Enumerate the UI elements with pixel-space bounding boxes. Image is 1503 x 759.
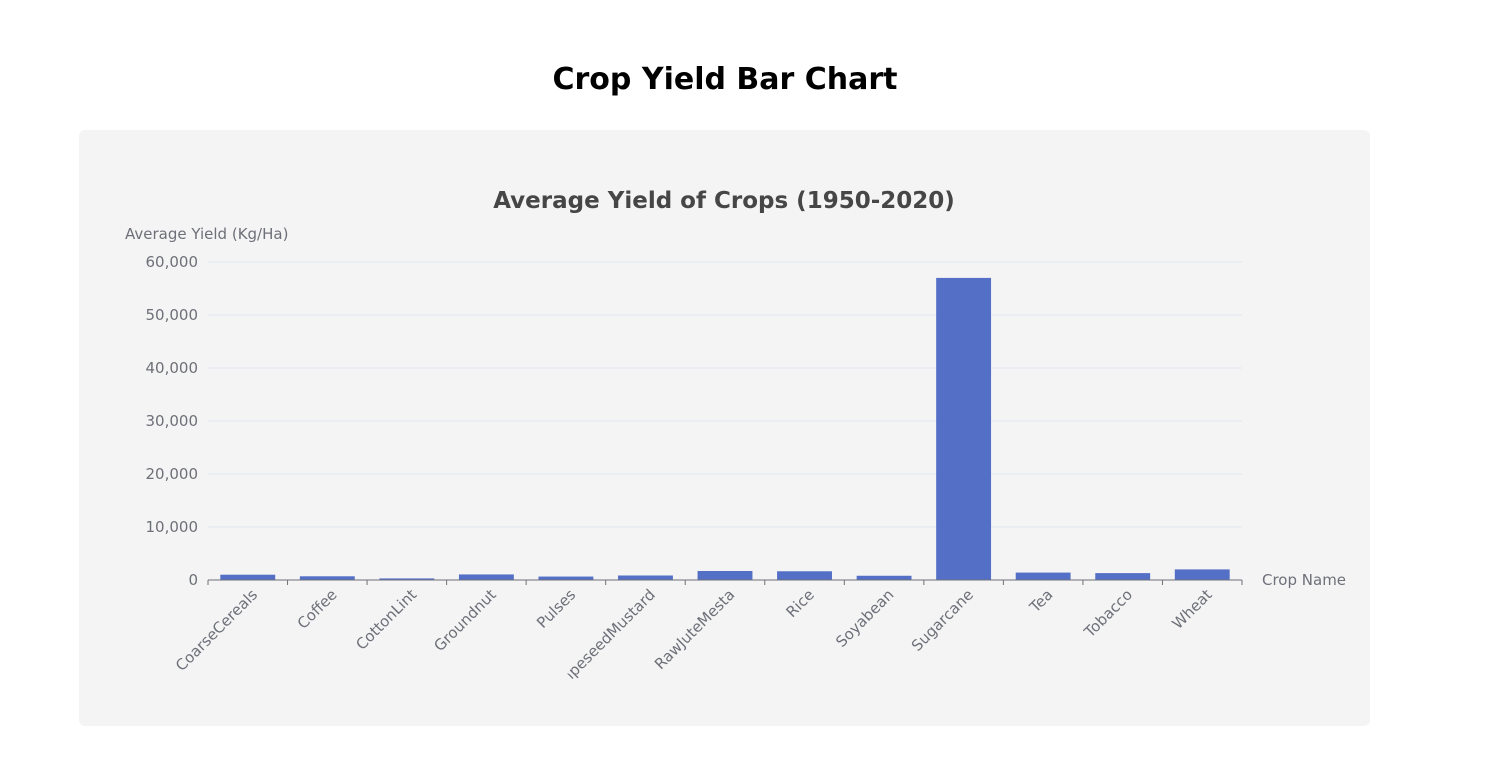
bar-sugarcane[interactable] [936, 277, 992, 580]
bar-groundnut[interactable] [458, 574, 514, 580]
chart-title: Average Yield of Crops (1950-2020) [493, 188, 955, 214]
y-tick-label: 50,000 [146, 306, 199, 324]
bar-soyabean[interactable] [856, 575, 912, 580]
x-tick-label: Coffee [294, 586, 341, 633]
bar-coarsecereals[interactable] [220, 574, 276, 580]
bar-layer [220, 277, 1230, 580]
bar-tea[interactable] [1015, 572, 1071, 580]
x-tick-label: CoarseCereals [172, 586, 261, 675]
x-tick-label: Soyabean [832, 586, 897, 651]
bar-wheat[interactable] [1174, 569, 1230, 580]
bar-chart: Average Yield of Crops (1950-2020) Avera… [125, 188, 1346, 690]
y-axis-label: Average Yield (Kg/Ha) [125, 225, 288, 243]
x-tick-label: RawJuteMesta [651, 586, 738, 673]
y-tick-label: 30,000 [146, 412, 199, 430]
x-tick-label: Pulses [533, 586, 579, 632]
bar-coffee[interactable] [299, 576, 355, 580]
y-tick-label: 40,000 [146, 359, 199, 377]
x-tick-label: Tobacco [1080, 586, 1136, 642]
x-tick-label: Rice [782, 586, 817, 621]
bar-rice[interactable] [777, 571, 832, 580]
axis-layer: 0 10,000 20,000 30,000 40,000 50,000 60,000 Coa… [146, 253, 1243, 690]
x-tick-label: Sugarcane [908, 586, 977, 655]
bar-pulses[interactable] [538, 576, 594, 580]
x-tick-label: CottonLint [352, 586, 420, 654]
bar-rapeseedmustard[interactable] [618, 575, 673, 580]
y-tick-label: 0 [188, 571, 198, 589]
chart-card: Average Yield of Crops (1950-2020) Avera… [79, 130, 1370, 726]
x-tick-label: Wheat [1168, 586, 1215, 633]
x-axis-label: Crop Name [1262, 571, 1346, 589]
page-heading: Crop Yield Bar Chart [552, 62, 898, 97]
bar-cottonlint[interactable] [379, 578, 435, 580]
y-tick-label: 10,000 [146, 518, 199, 536]
x-tick-label: Groundnut [430, 586, 499, 655]
bar-rawjutemesta[interactable] [697, 570, 753, 580]
y-tick-label: 20,000 [146, 465, 199, 483]
y-tick-label: 60,000 [146, 253, 199, 271]
x-tick-label: Tea [1025, 586, 1056, 617]
bar-tobacco[interactable] [1095, 573, 1151, 580]
grid-layer [208, 261, 1242, 528]
